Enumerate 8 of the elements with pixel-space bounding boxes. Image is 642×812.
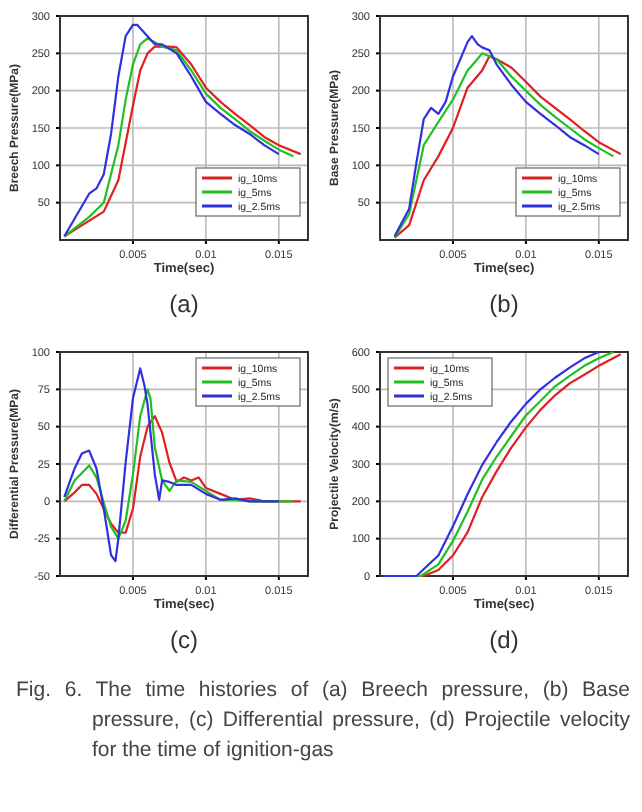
text: (a) [169, 290, 199, 318]
text: (d) [489, 626, 519, 654]
text: (b) [489, 290, 519, 318]
line-series [63, 415, 302, 534]
text: (c) [170, 626, 198, 654]
line-series [63, 388, 295, 540]
caption: Fig. 6. The time histories of (a) Breech pressure, (b) Base pressure, (c) Differential pressure, (d) Projectile velocity for the time of ignition-gas [16, 676, 630, 767]
line-series [63, 367, 280, 563]
